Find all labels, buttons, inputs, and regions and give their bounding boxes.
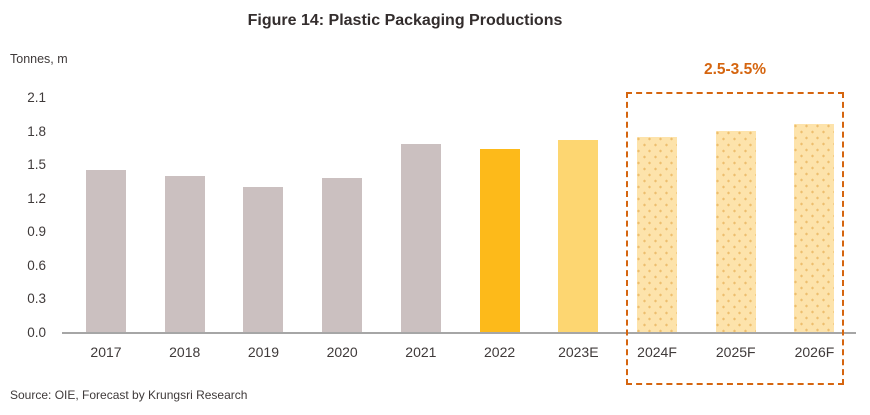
y-axis-tick-label: 0.0 (27, 325, 46, 340)
bar-2026F (794, 123, 835, 334)
y-axis-tick-label: 1.2 (27, 190, 46, 206)
bar-2023E (558, 140, 599, 334)
bar-2024F (637, 137, 678, 334)
x-axis-line (62, 332, 856, 334)
bar-2020 (322, 178, 363, 334)
y-axis-unit-label: Tonnes, m (10, 52, 68, 66)
bar-2017 (86, 169, 126, 334)
bar-2019 (243, 187, 284, 334)
x-axis-label-2019: 2019 (247, 344, 280, 360)
y-axis-tick-label: 0.6 (27, 257, 46, 273)
x-axis-label-2020: 2020 (326, 344, 358, 360)
forecast-growth-annotation: 2.5-3.5% (703, 61, 767, 78)
x-axis-label-2024F: 2024F (637, 344, 677, 360)
x-axis-label-2025F: 2025F (715, 344, 756, 360)
x-axis-label-2026F: 2026F (794, 344, 835, 360)
x-axis-label-2021: 2021 (405, 344, 437, 360)
bar-2018 (164, 176, 205, 334)
y-axis-tick-label: 1.8 (27, 123, 46, 139)
x-axis-label-2022: 2022 (484, 344, 516, 360)
y-axis-tick-label: 1.5 (27, 157, 46, 173)
x-axis-label-2023E: 2023E (558, 344, 599, 360)
bar-2021 (400, 143, 441, 334)
y-axis-tick-label: 0.9 (27, 224, 46, 240)
y-axis-tick-label: 2.1 (27, 90, 46, 105)
bar-2022 (479, 149, 520, 334)
x-axis-label-2017: 2017 (90, 344, 122, 360)
x-axis-label-2018: 2018 (169, 344, 201, 360)
bar-2025F (715, 131, 756, 334)
chart-title: Figure 14: Plastic Packaging Productions (247, 12, 563, 29)
forecast-highlight-box (626, 92, 844, 385)
source-note: Source: OIE, Forecast by Krungsri Resear… (10, 388, 248, 402)
y-axis-tick-label: 0.3 (27, 291, 46, 307)
